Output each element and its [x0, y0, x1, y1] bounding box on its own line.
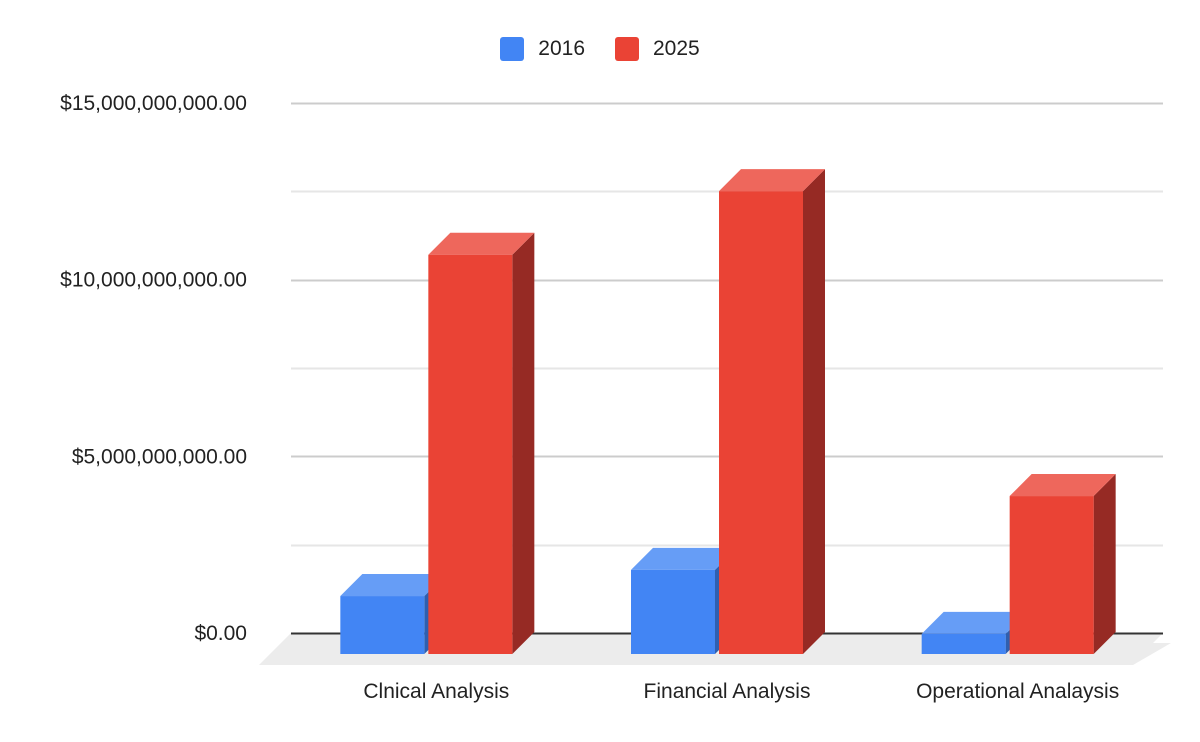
bar-2016-0: [340, 596, 425, 654]
legend-swatch-2025: [615, 37, 639, 61]
y-tick-label: $15,000,000,000.00: [60, 92, 247, 115]
x-category-label: Financial Analysis: [644, 680, 811, 703]
legend-item-2025[interactable]: 2025: [615, 37, 700, 61]
bar-2025-1: [719, 191, 803, 654]
bar-side-2025: [803, 169, 825, 654]
legend-item-2016[interactable]: 2016: [500, 37, 585, 61]
y-tick-label: $5,000,000,000.00: [72, 445, 247, 468]
bar-top-2016: [631, 547, 737, 570]
bar-top-2025: [719, 169, 825, 192]
bar-side-2025: [512, 232, 535, 654]
bar-top-2016: [340, 574, 447, 597]
legend-label-2016: 2016: [538, 37, 585, 60]
legend-label-2025: 2025: [653, 37, 700, 60]
bar-top-2025: [1009, 474, 1116, 497]
y-tick-label: $10,000,000,000.00: [60, 269, 247, 292]
bar-2016-1: [631, 569, 715, 654]
x-category-label: Clnical Analysis: [363, 680, 509, 703]
y-tick-label: $0.00: [194, 622, 247, 645]
x-category-label: Operational Analaysis: [916, 680, 1119, 703]
bar-2025-0: [428, 254, 513, 654]
bar-top-2016: [921, 611, 1028, 634]
chart-legend: 2016 2025: [0, 37, 1200, 61]
bar-side-2025: [1093, 474, 1116, 654]
bar-2025-2: [1009, 496, 1094, 654]
bar-2016-2: [921, 633, 1006, 654]
bar-top-2025: [428, 232, 535, 255]
legend-swatch-2016: [500, 37, 525, 61]
